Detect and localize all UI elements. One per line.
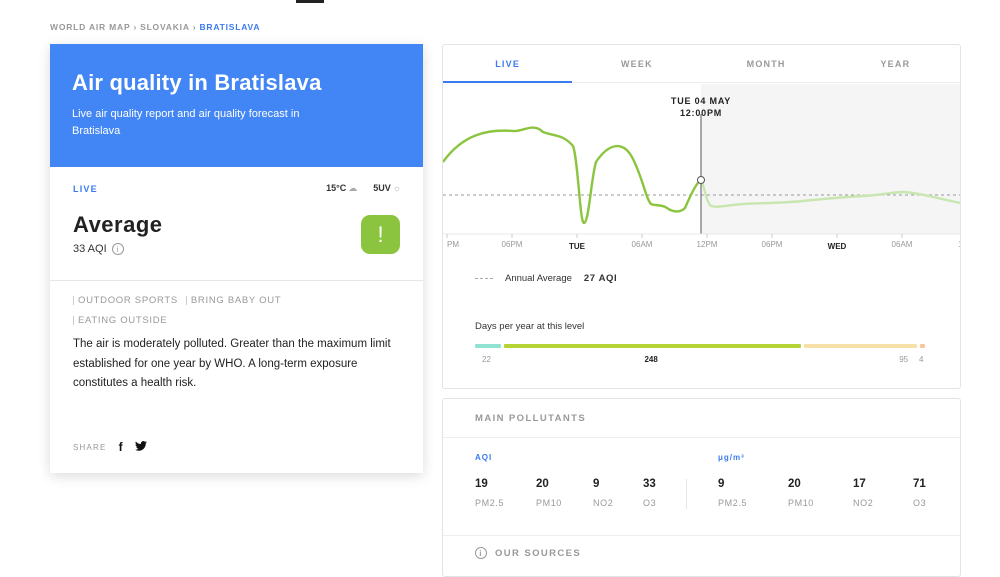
- breadcrumb-separator: ›: [192, 22, 197, 32]
- tab-week[interactable]: WEEK: [620, 59, 653, 69]
- rec-outdoor-sports: OUTDOOR SPORTS: [73, 295, 178, 306]
- days-segment-label: 248: [644, 355, 658, 364]
- x-axis-ticks: PM 06PM TUE 06AM 12PM 06PM WED 06AM 12: [446, 234, 960, 251]
- pollutant-aqi-o3: 33 O3: [643, 478, 657, 508]
- days-per-year-title: Days per year at this level: [475, 321, 585, 332]
- aqi-level-badge: !: [361, 215, 400, 254]
- breadcrumb: WORLD AIR MAP › SLOVAKIA › BRATISLAVA: [50, 22, 260, 32]
- rec-marker-icon: [185, 296, 187, 305]
- rec-marker-icon: [73, 316, 74, 325]
- live-label: LIVE: [73, 184, 98, 194]
- page-title: Air quality in Bratislava: [72, 70, 322, 95]
- aqi-line-chart[interactable]: TUE 04 MAY 12:00PM PM 06PM TUE 06AM 12PM 06PM…: [443, 84, 960, 259]
- pollutant-conc-o3: 71 O3: [913, 478, 927, 508]
- days-per-year-bar: [475, 344, 925, 348]
- facebook-icon[interactable]: f: [118, 440, 123, 454]
- pollutant-aqi-pm25: 19 PM2.5: [475, 478, 505, 508]
- pollutant-conc-pm25: 9 PM2.5: [718, 478, 748, 508]
- aqi-summary: LIVE 15°C ☁ 5UV ☼ Average 33 AQI i !: [50, 167, 423, 281]
- aqi-history-panel: LIVE WEEK MONTH YEAR TUE 04 MAY 12:00PM …: [442, 44, 961, 389]
- x-tick-label: 12PM: [697, 240, 718, 249]
- divider: [443, 535, 960, 536]
- pollutant-aqi-pm10: 20 PM10: [536, 478, 562, 508]
- time-range-tabs: LIVE WEEK MONTH YEAR: [443, 45, 960, 83]
- annual-average-value: 27 AQI: [583, 273, 618, 284]
- cursor-point: [697, 176, 705, 184]
- tab-live[interactable]: LIVE: [443, 45, 573, 83]
- sun-icon: ☼: [392, 183, 401, 193]
- temperature: 15°C ☁: [326, 183, 358, 193]
- annual-average: Annual Average 27 AQI: [475, 273, 617, 284]
- breadcrumb-city[interactable]: BRATISLAVA: [199, 22, 261, 32]
- tooltip-time: 12:00PM: [680, 108, 722, 118]
- top-nav-indicator: [296, 0, 324, 3]
- info-icon: i: [475, 547, 487, 559]
- breadcrumb-separator: ›: [133, 22, 138, 32]
- x-tick-label: TUE: [569, 242, 586, 251]
- health-description: The air is moderately polluted. Greater …: [73, 338, 391, 389]
- forecast-region: [701, 84, 960, 234]
- x-tick-label: 06AM: [892, 240, 913, 249]
- recommendations: OUTDOOR SPORTS BRING BABY OUT EATING OUT…: [50, 281, 423, 394]
- annual-average-label: Annual Average: [505, 273, 572, 284]
- info-icon[interactable]: i: [111, 243, 124, 255]
- tooltip-date: TUE 04 MAY: [671, 96, 731, 106]
- city-summary-card: Air quality in Bratislava Live air quali…: [50, 44, 423, 473]
- x-tick-label: PM: [447, 240, 459, 249]
- pollutant-conc-pm10: 20 PM10: [788, 478, 814, 508]
- breadcrumb-country[interactable]: SLOVAKIA: [140, 22, 190, 32]
- twitter-icon[interactable]: [134, 440, 147, 454]
- x-tick-label: WED: [828, 242, 847, 251]
- main-pollutants-panel: MAIN POLLUTANTS AQI μg/m³ 19 PM2.5 20 PM10…: [442, 398, 961, 577]
- breadcrumb-world[interactable]: WORLD AIR MAP: [50, 22, 131, 32]
- aqi-unit-label: AQI: [475, 453, 493, 462]
- hero-header: Air quality in Bratislava Live air quali…: [50, 44, 423, 167]
- aqi-level: Average: [73, 212, 163, 237]
- days-segment-label: 22: [482, 355, 491, 364]
- share-bar: SHARE f: [73, 440, 147, 454]
- days-segment: [803, 344, 918, 348]
- uv-index: 5UV ☼: [373, 183, 401, 193]
- days-segment-label: 95: [899, 355, 909, 364]
- rec-marker-icon: [73, 296, 74, 305]
- our-sources-label: OUR SOURCES: [495, 547, 582, 559]
- x-tick-label: 06AM: [632, 240, 653, 249]
- x-tick-label: 06PM: [502, 240, 523, 249]
- share-label: SHARE: [73, 442, 107, 452]
- x-tick-label: 06PM: [762, 240, 783, 249]
- days-segment: [920, 344, 925, 348]
- pollutants-title: MAIN POLLUTANTS: [475, 413, 587, 424]
- dash-legend-icon: [475, 278, 493, 279]
- divider: [443, 437, 960, 438]
- aqi-value-text: 33 AQI: [73, 243, 107, 255]
- page-subtitle: Live air quality report and air quality …: [72, 108, 300, 137]
- forecast-aqi-line: [699, 179, 960, 208]
- tab-month[interactable]: MONTH: [746, 59, 786, 69]
- pollutant-aqi-no2: 9 NO2: [593, 478, 614, 508]
- days-per-year-labels: 22 248 95 4: [475, 355, 925, 367]
- our-sources-link[interactable]: i OUR SOURCES: [475, 547, 581, 559]
- x-tick-label: 12: [958, 240, 960, 249]
- pollutant-conc-no2: 17 NO2: [853, 478, 874, 508]
- rec-eating-outside: EATING OUTSIDE: [73, 315, 167, 326]
- weather-info: 15°C ☁ 5UV ☼: [326, 183, 401, 194]
- days-segment: [504, 344, 801, 348]
- days-segment-label: 4: [919, 355, 924, 364]
- pollutant-divider: [686, 479, 687, 509]
- aqi-value: 33 AQI i: [73, 243, 124, 255]
- days-segment: [475, 344, 502, 348]
- tab-year[interactable]: YEAR: [880, 59, 911, 69]
- cloud-icon: ☁: [348, 183, 358, 193]
- live-aqi-line: [443, 126, 702, 225]
- concentration-unit-label: μg/m³: [718, 453, 745, 462]
- rec-bring-baby-out: BRING BABY OUT: [185, 295, 281, 306]
